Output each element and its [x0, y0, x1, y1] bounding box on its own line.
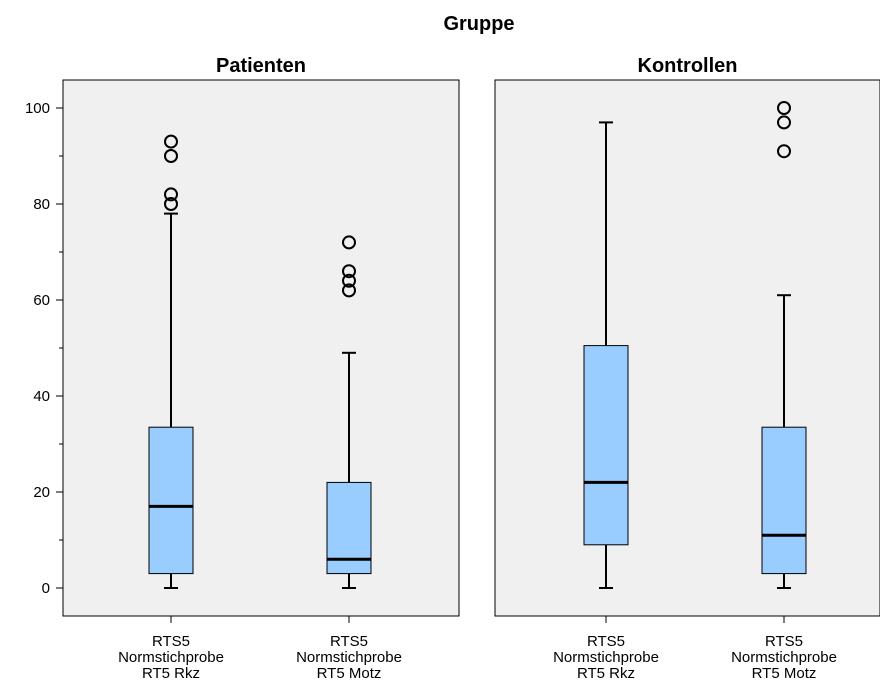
- outlier-point-kontrollen-2-1: [777, 144, 791, 159]
- chart-title: Gruppe: [443, 13, 514, 35]
- outlier-point-patienten-1-2: [164, 187, 178, 202]
- outlier-point-patienten-1-3: [164, 149, 178, 163]
- outlier-point-patienten-2-3: [342, 264, 356, 279]
- box-kontrollen-1: [583, 345, 629, 546]
- panel-frame-patienten: [62, 79, 460, 617]
- outlier-point-kontrollen-2-2: [777, 115, 791, 130]
- y-tick-label-20: 20: [33, 484, 50, 501]
- outlier-point-patienten-2-1: [342, 283, 356, 298]
- panel-title-kontrollen: Kontrollen: [638, 55, 738, 77]
- y-tick-label-40: 40: [33, 388, 50, 405]
- outlier-point-kontrollen-2-3: [777, 101, 791, 115]
- panel-title-patienten: Patienten: [216, 55, 306, 77]
- outlier-point-patienten-2-2: [342, 273, 356, 288]
- y-tick-label-0: 0: [42, 580, 50, 597]
- panel-frame-kontrollen: [494, 79, 880, 617]
- box-patienten-1: [148, 426, 194, 575]
- category-label-kontrollen-1: RTS5 Normstichprobe RT5 Rkz: [553, 633, 659, 682]
- y-tick-label-60: 60: [33, 292, 50, 309]
- outlier-point-patienten-1-1: [164, 197, 178, 211]
- y-tick-label-80: 80: [33, 196, 50, 213]
- box-kontrollen-2: [761, 426, 807, 575]
- outlier-point-patienten-2-4: [342, 235, 356, 250]
- category-label-patienten-1: RTS5 Normstichprobe RT5 Rkz: [118, 633, 224, 682]
- category-label-kontrollen-2: RTS5 Normstichprobe RT5 Motz: [731, 633, 837, 682]
- y-tick-label-100: 100: [25, 100, 50, 117]
- category-label-patienten-2: RTS5 Normstichprobe RT5 Motz: [296, 633, 402, 682]
- outlier-point-patienten-1-4: [164, 134, 178, 149]
